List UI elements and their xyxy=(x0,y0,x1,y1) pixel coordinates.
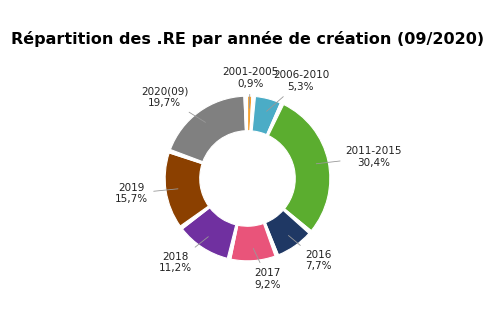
Wedge shape xyxy=(244,96,248,131)
Wedge shape xyxy=(169,150,203,164)
Text: 2019
15,7%: 2019 15,7% xyxy=(115,183,178,204)
Text: 2017
9,2%: 2017 9,2% xyxy=(253,248,281,289)
Text: 2011-2015
30,4%: 2011-2015 30,4% xyxy=(316,146,402,168)
Text: 2001-2005
0,9%: 2001-2005 0,9% xyxy=(222,67,278,108)
Wedge shape xyxy=(248,96,252,131)
Wedge shape xyxy=(283,209,311,233)
Wedge shape xyxy=(231,223,275,261)
Wedge shape xyxy=(252,96,280,135)
Text: 2016
7,7%: 2016 7,7% xyxy=(289,236,332,271)
Wedge shape xyxy=(227,225,238,259)
Text: 2006-2010
5,3%: 2006-2010 5,3% xyxy=(267,70,329,111)
Wedge shape xyxy=(263,223,278,256)
Text: 2018
11,2%: 2018 11,2% xyxy=(159,237,208,273)
Wedge shape xyxy=(250,96,255,131)
Wedge shape xyxy=(268,105,330,231)
Wedge shape xyxy=(170,96,246,162)
Text: 2020(09)
19,7%: 2020(09) 19,7% xyxy=(141,86,205,122)
Wedge shape xyxy=(267,103,284,136)
Wedge shape xyxy=(165,153,208,226)
Wedge shape xyxy=(180,206,210,229)
Wedge shape xyxy=(265,210,309,255)
Wedge shape xyxy=(182,208,236,258)
Title: Répartition des .RE par année de création (09/2020): Répartition des .RE par année de créatio… xyxy=(11,31,484,47)
